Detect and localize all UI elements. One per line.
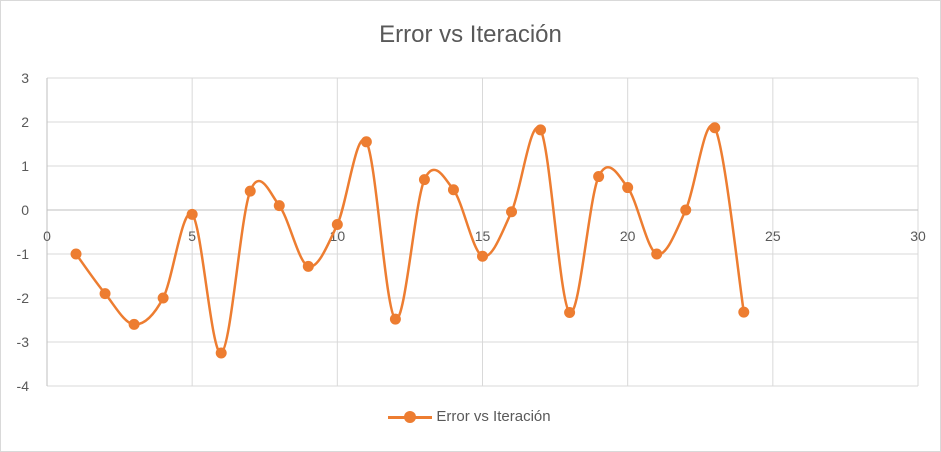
- data-point: [738, 306, 750, 318]
- x-tick-label: 25: [765, 228, 781, 244]
- chart-title: Error vs Iteración: [379, 21, 562, 48]
- x-tick-label: 20: [620, 228, 636, 244]
- y-tick-label: 2: [21, 114, 29, 130]
- data-point: [360, 136, 372, 148]
- data-point: [535, 124, 547, 136]
- data-point: [418, 174, 430, 186]
- y-tick-label: 3: [21, 70, 29, 86]
- data-point: [506, 206, 518, 218]
- y-tick-label: -4: [17, 378, 30, 394]
- data-point: [99, 288, 111, 300]
- x-tick-label: 15: [475, 228, 491, 244]
- x-tick-label: 0: [43, 228, 51, 244]
- x-tick-label: 5: [188, 228, 196, 244]
- y-tick-label: -1: [17, 246, 30, 262]
- data-point: [244, 185, 256, 197]
- legend: Error vs Iteración: [0, 408, 939, 428]
- data-point: [389, 313, 401, 325]
- y-tick-label: 0: [21, 202, 29, 218]
- x-tick-label: 30: [910, 228, 926, 244]
- data-point: [709, 122, 721, 134]
- y-tick-label: 1: [21, 158, 29, 174]
- legend-marker-icon: [388, 410, 433, 424]
- data-point: [273, 200, 285, 212]
- legend-item: Error vs Iteración: [388, 408, 551, 425]
- data-point: [128, 318, 140, 330]
- data-point: [651, 248, 663, 260]
- data-point: [477, 250, 488, 262]
- data-point: [157, 292, 169, 304]
- y-tick-label: -3: [17, 334, 30, 350]
- series-line: [75, 124, 746, 355]
- legend-label: Error vs Iteración: [436, 408, 551, 425]
- data-point: [331, 219, 343, 231]
- data-point: [302, 260, 314, 272]
- data-point: [593, 171, 605, 183]
- data-point: [447, 184, 459, 196]
- data-point: [680, 204, 692, 216]
- data-point: [186, 208, 198, 220]
- y-tick-label: -2: [17, 290, 30, 306]
- data-point: [215, 347, 227, 359]
- data-point: [564, 307, 576, 319]
- data-point: [622, 182, 634, 194]
- data-point: [70, 248, 82, 260]
